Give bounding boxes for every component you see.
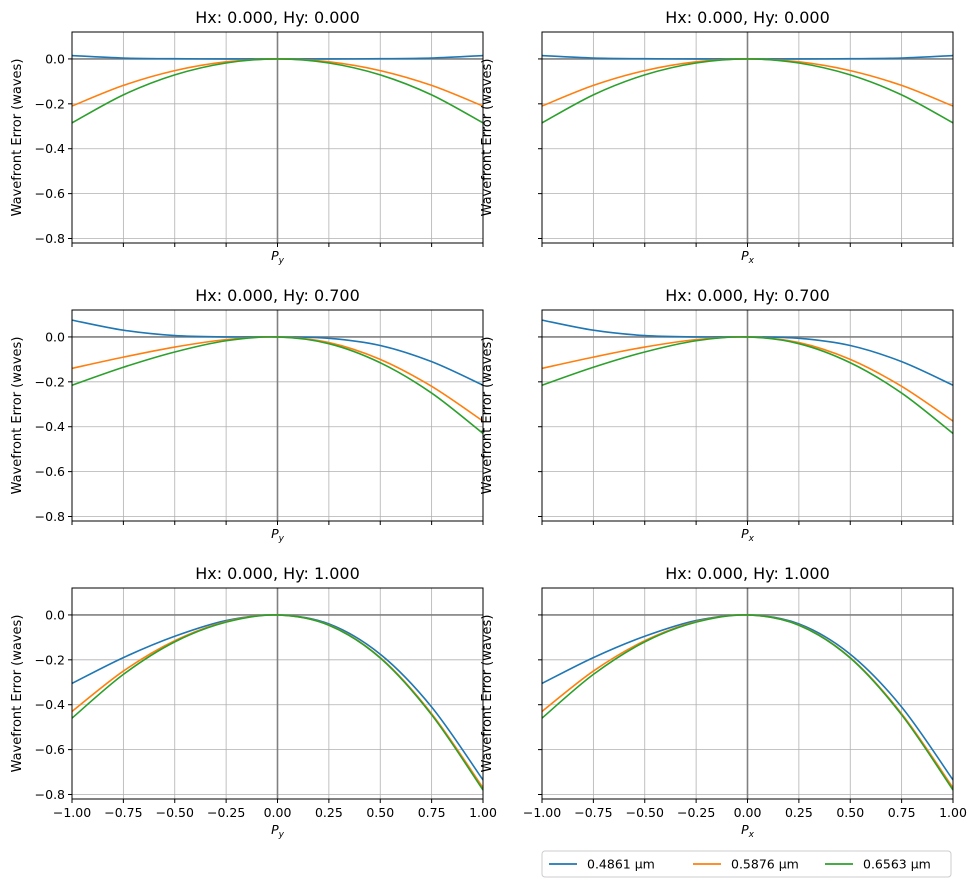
subplot-title: Hx: 0.000, Hy: 0.000 (665, 8, 830, 27)
series-line-3 (541, 58, 954, 124)
x-axis-label-main: P (741, 248, 749, 263)
y-tick-label: −0.2 (35, 96, 65, 111)
y-tick-label: −0.2 (35, 374, 65, 389)
subplot-2: Hx: 0.000, Hy: 0.000 Wavefront Error (wav… (480, 8, 954, 266)
series-line-3 (71, 614, 484, 791)
x-axis-label-main: P (271, 526, 279, 541)
legend-label-3: 0.6563 µm (863, 857, 931, 872)
series-line-3 (71, 336, 484, 435)
x-tick-label: −1.00 (523, 805, 561, 820)
x-tick-label: 1.00 (469, 805, 497, 820)
subplot-6: −1.00 −0.75 −0.50 −0.25 0.00 0.25 0.50 0.75 1.00… (480, 564, 967, 840)
legend-label-1: 0.4861 µm (587, 857, 655, 872)
x-tick-label: 0.25 (785, 805, 813, 820)
subplot-title: Hx: 0.000, Hy: 0.000 (195, 8, 360, 27)
subplot-4: Hx: 0.000, Hy: 0.700 Wavefront Error (wav… (480, 286, 954, 544)
x-tick-label: 0.00 (264, 805, 292, 820)
legend-frame (541, 850, 952, 878)
x-axis-label-subscript: x (748, 256, 755, 266)
x-tick-label: −0.50 (156, 805, 194, 820)
x-axis-label: Py (271, 822, 285, 840)
x-axis-label-subscript: x (748, 830, 755, 840)
legend-label-2: 0.5876 µm (731, 857, 799, 872)
x-tick-label: 0.00 (734, 805, 762, 820)
x-axis-label-main: P (271, 248, 279, 263)
x-tick-label: 0.75 (888, 805, 916, 820)
x-tick-label: −0.25 (207, 805, 245, 820)
subplot-title: Hx: 0.000, Hy: 1.000 (195, 564, 360, 583)
y-tick-label: 0.0 (45, 607, 65, 622)
x-tick-label: −0.75 (574, 805, 612, 820)
x-axis-label-subscript: y (278, 830, 285, 840)
subplot-3: 0.0 −0.2 −0.4 −0.6 −0.8 Hx: 0.000, Hy: 0.700 W… (10, 286, 484, 544)
subplot-1: 0.0 −0.2 −0.4 −0.6 −0.8 Hx: 0.000, Hy: 0.000 W… (10, 8, 484, 266)
y-tick-label: −0.4 (35, 419, 65, 434)
y-tick-label: −0.8 (35, 509, 65, 524)
x-tick-label: −0.25 (677, 805, 715, 820)
series-line-3 (541, 336, 954, 435)
x-tick-label: −0.50 (626, 805, 664, 820)
y-tick-label: −0.4 (35, 697, 65, 712)
y-tick-label: −0.4 (35, 141, 65, 156)
series-line-3 (541, 614, 954, 791)
y-tick-label: 0.0 (45, 51, 65, 66)
subplot-title: Hx: 0.000, Hy: 0.700 (195, 286, 360, 305)
x-axis-label: Py (271, 248, 285, 266)
x-axis-label: Px (741, 822, 755, 840)
x-tick-label: 0.50 (366, 805, 394, 820)
series-line-3 (71, 58, 484, 124)
y-tick-label: −0.8 (35, 231, 65, 246)
x-tick-label: −1.00 (53, 805, 91, 820)
y-tick-label: −0.6 (35, 464, 65, 479)
x-axis-label: Py (271, 526, 285, 544)
x-axis-label-main: P (741, 526, 749, 541)
y-axis-label: Wavefront Error (waves) (480, 615, 495, 773)
y-axis-label: Wavefront Error (waves) (10, 615, 25, 773)
legend: 0.4861 µm 0.5876 µm 0.6563 µm (541, 850, 952, 878)
x-axis-label-main: P (271, 822, 279, 837)
x-axis-label: Px (741, 248, 755, 266)
x-tick-label: 0.50 (836, 805, 864, 820)
x-axis-label-subscript: x (748, 534, 755, 544)
x-tick-label: 1.00 (939, 805, 967, 820)
x-tick-label: 0.75 (418, 805, 446, 820)
subplot-title: Hx: 0.000, Hy: 0.700 (665, 286, 830, 305)
y-tick-label: 0.0 (45, 329, 65, 344)
y-tick-label: −0.6 (35, 742, 65, 757)
y-axis-label: Wavefront Error (waves) (10, 337, 25, 495)
y-tick-label: −0.2 (35, 652, 65, 667)
y-tick-label: −0.8 (35, 787, 65, 802)
subplot-title: Hx: 0.000, Hy: 1.000 (665, 564, 830, 583)
subplot-5: −1.00 −0.75 −0.50 −0.25 0.00 0.25 0.50 0.75 1.00… (10, 564, 497, 840)
x-axis-label-subscript: y (278, 534, 285, 544)
y-axis-label: Wavefront Error (waves) (10, 59, 25, 217)
x-axis-label: Px (741, 526, 755, 544)
y-axis-label: Wavefront Error (waves) (480, 59, 495, 217)
x-tick-label: 0.25 (315, 805, 343, 820)
x-axis-label-subscript: y (278, 256, 285, 266)
x-axis-label-main: P (741, 822, 749, 837)
y-axis-label: Wavefront Error (waves) (480, 337, 495, 495)
y-tick-label: −0.6 (35, 186, 65, 201)
x-tick-label: −0.75 (104, 805, 142, 820)
